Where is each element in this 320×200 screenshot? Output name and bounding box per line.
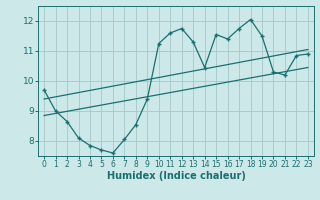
X-axis label: Humidex (Indice chaleur): Humidex (Indice chaleur)	[107, 171, 245, 181]
